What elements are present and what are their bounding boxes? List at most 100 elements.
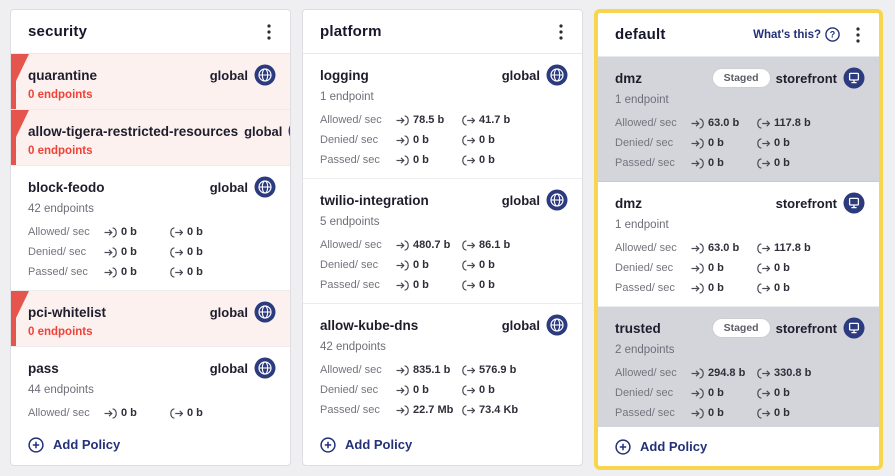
- endpoints-count: 1 endpoint: [615, 219, 669, 231]
- ingress-arrow-icon: [396, 384, 409, 396]
- policy-card-twilio-integration[interactable]: twilio-integration global 5 endpoints Al…: [303, 179, 582, 304]
- policy-name: quarantine: [28, 67, 98, 83]
- endpoints-count: 0 endpoints: [28, 145, 93, 157]
- egress-value: 41.7 b: [479, 114, 511, 126]
- policy-card-quarantine[interactable]: quarantine global 0 endpoints: [11, 54, 290, 110]
- egress-value: 330.8 b: [774, 367, 812, 379]
- stat-label: Passed/ sec: [320, 279, 380, 291]
- ingress-value: 0 b: [708, 387, 724, 399]
- stat-row: Denied/ sec 0 b 0 b: [615, 258, 865, 278]
- ingress-stat: 78.5 b: [396, 114, 462, 126]
- egress-arrow-icon: [757, 137, 770, 149]
- egress-arrow-icon: [462, 279, 475, 291]
- help-icon[interactable]: ?: [825, 27, 840, 42]
- add-policy-button[interactable]: Add Policy: [28, 436, 120, 453]
- stat-row: Denied/ sec 0 b 0 b: [320, 255, 568, 275]
- column-header: default What's this? ?: [598, 13, 879, 57]
- ingress-stat: 63.0 b: [691, 242, 757, 254]
- stat-label: Denied/ sec: [28, 246, 87, 258]
- whats-this-link[interactable]: What's this? ?: [753, 27, 840, 42]
- policy-name: twilio-integration: [320, 192, 429, 208]
- stat-row: Allowed/ sec 480.7 b 86.1 b: [320, 235, 568, 255]
- column-menu-icon[interactable]: [849, 25, 867, 45]
- ingress-arrow-icon: [396, 259, 409, 271]
- egress-arrow-icon: [462, 154, 475, 166]
- egress-value: 0 b: [774, 137, 790, 149]
- egress-stat: 576.9 b: [462, 364, 516, 376]
- stat-row: Passed/ sec 0 b 0 b: [320, 275, 568, 295]
- column-menu-icon[interactable]: [552, 22, 570, 42]
- policy-card-logging[interactable]: logging global 1 endpoint Allowed/ sec 7…: [303, 54, 582, 179]
- traffic-stats: Allowed/ sec 294.8 b 330.8 b Denied/ sec: [615, 363, 865, 423]
- ingress-stat: 0 b: [396, 279, 462, 291]
- ingress-stat: 835.1 b: [396, 364, 462, 376]
- egress-value: 0 b: [774, 157, 790, 169]
- ingress-arrow-icon: [396, 239, 409, 251]
- add-policy-button[interactable]: Add Policy: [320, 436, 412, 453]
- policy-card-trusted[interactable]: trusted Staged storefront 2 endpoints Al…: [598, 307, 879, 427]
- ingress-value: 0 b: [708, 157, 724, 169]
- egress-value: 117.8 b: [774, 242, 811, 254]
- card-title-row: logging global: [320, 64, 568, 86]
- globe-icon: [254, 176, 276, 198]
- policy-tier-column-security: security quarantine global 0 endpoints a…: [10, 9, 291, 466]
- scope-label: global: [209, 304, 248, 320]
- policy-card-allow-tigera-restricted-resources[interactable]: allow-tigera-restricted-resources global…: [11, 110, 290, 166]
- ingress-stat: 0 b: [396, 259, 462, 271]
- stat-label: Denied/ sec: [320, 134, 379, 146]
- egress-arrow-icon: [757, 407, 770, 419]
- ingress-arrow-icon: [396, 279, 409, 291]
- egress-arrow-icon: [462, 404, 475, 416]
- stat-row: Denied/ sec 0 b 0 b: [320, 380, 568, 400]
- policy-card-pass[interactable]: pass global 44 endpoints Allowed/ sec 0 …: [11, 347, 290, 424]
- traffic-stats: Allowed/ sec 63.0 b 117.8 b Denied/ sec: [615, 238, 865, 298]
- monitor-icon: [843, 192, 865, 214]
- ingress-stat: 63.0 b: [691, 117, 757, 129]
- card-title-row: trusted Staged storefront: [615, 317, 865, 339]
- egress-stat: 117.8 b: [757, 117, 811, 129]
- ingress-value: 0 b: [413, 384, 429, 396]
- policy-card-allow-kube-dns[interactable]: allow-kube-dns global 42 endpoints Allow…: [303, 304, 582, 424]
- egress-arrow-icon: [462, 239, 475, 251]
- policy-name: pci-whitelist: [28, 304, 107, 320]
- ingress-value: 0 b: [121, 266, 137, 278]
- column-menu-icon[interactable]: [260, 22, 278, 42]
- egress-stat: 0 b: [757, 137, 790, 149]
- add-policy-button[interactable]: Add Policy: [615, 438, 707, 455]
- ingress-arrow-icon: [691, 387, 704, 399]
- ingress-arrow-icon: [691, 137, 704, 149]
- egress-arrow-icon: [757, 387, 770, 399]
- column-header: platform: [303, 10, 582, 54]
- policy-card-dmz[interactable]: dmz storefront 1 endpoint Allowed/ sec 6…: [598, 182, 879, 307]
- stat-row: Allowed/ sec 78.5 b 41.7 b: [320, 110, 568, 130]
- policy-card-pci-whitelist[interactable]: pci-whitelist global 0 endpoints: [11, 291, 290, 347]
- egress-value: 0 b: [187, 226, 203, 238]
- column-header: security: [11, 10, 290, 54]
- stat-label: Allowed/ sec: [615, 367, 677, 379]
- policy-card-dmz[interactable]: dmz Staged storefront 1 endpoint Allowed…: [598, 57, 879, 182]
- card-title-row: pci-whitelist global: [28, 301, 276, 323]
- card-title-row: dmz storefront: [615, 192, 865, 214]
- egress-value: 0 b: [479, 279, 495, 291]
- egress-stat: 0 b: [757, 262, 790, 274]
- policy-name: dmz: [615, 195, 642, 211]
- egress-value: 0 b: [774, 262, 790, 274]
- egress-stat: 73.4 Kb: [462, 404, 518, 416]
- egress-stat: 0 b: [757, 407, 790, 419]
- stat-label: Denied/ sec: [615, 137, 674, 149]
- ingress-arrow-icon: [104, 226, 117, 238]
- stat-label: Allowed/ sec: [320, 239, 382, 251]
- ingress-arrow-icon: [396, 364, 409, 376]
- ingress-value: 0 b: [708, 282, 724, 294]
- policy-name: allow-kube-dns: [320, 317, 419, 333]
- globe-icon: [546, 189, 568, 211]
- stat-label: Passed/ sec: [320, 404, 380, 416]
- policy-card-block-feodo[interactable]: block-feodo global 42 endpoints Allowed/…: [11, 166, 290, 291]
- ingress-stat: 0 b: [104, 226, 170, 238]
- stat-row: Allowed/ sec 0 b 0 b: [28, 222, 276, 242]
- policy-name: logging: [320, 67, 369, 83]
- globe-icon: [254, 301, 276, 323]
- stat-row: Allowed/ sec 0 b 0 b: [28, 403, 276, 423]
- stat-label: Denied/ sec: [615, 387, 674, 399]
- egress-value: 0 b: [774, 387, 790, 399]
